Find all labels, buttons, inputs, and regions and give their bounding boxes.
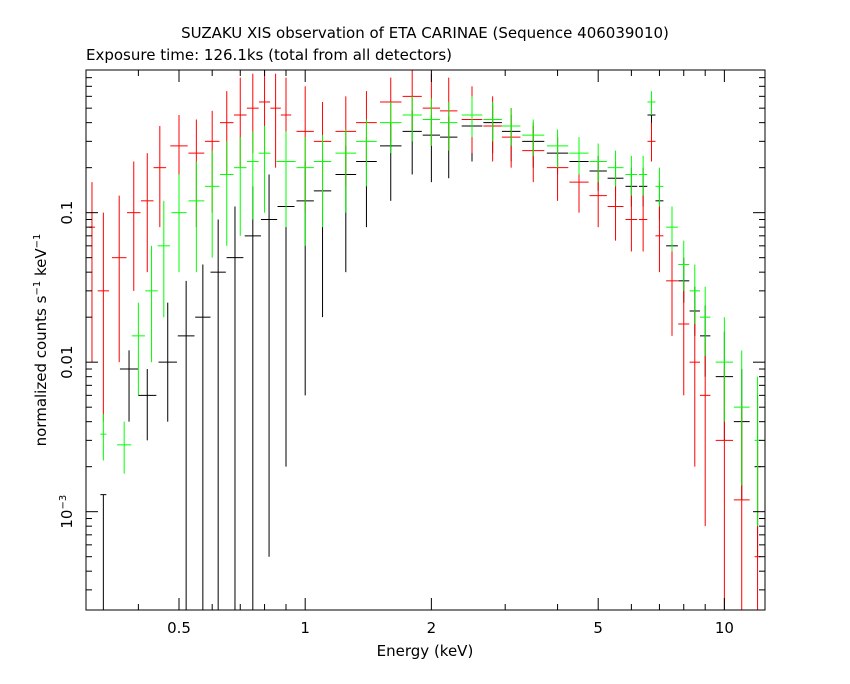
y-tick-label: 0.1 — [58, 201, 76, 225]
ticks-layer: 0.5 1 2 5 10 0.1 0.01 10−3 — [58, 69, 765, 637]
y-tick-label: 10−3 — [58, 495, 76, 529]
y-axis-label-sup2: −1 — [32, 234, 43, 249]
series-0 — [100, 101, 761, 610]
x-axis-label: Energy (keV) — [377, 642, 474, 660]
series-layer — [88, 70, 761, 610]
y-tick-label: 0.01 — [58, 345, 76, 378]
y-axis-label: normalized counts s−1 keV−1 — [32, 234, 50, 447]
y-axis-label-sup1: −1 — [32, 281, 43, 296]
series-2 — [100, 91, 761, 527]
y-axis-label-mid: keV — [32, 248, 50, 281]
y-axis-label-main: normalized counts s — [32, 295, 50, 446]
series-1 — [88, 70, 761, 610]
x-tick-label: 1 — [300, 619, 310, 637]
chart-subtitle: Exposure time: 126.1ks (total from all d… — [86, 46, 452, 64]
x-tick-label: 5 — [593, 619, 603, 637]
x-tick-label: 10 — [715, 619, 734, 637]
plot-frame — [85, 69, 766, 611]
x-tick-label: 2 — [427, 619, 437, 637]
x-tick-label: 0.5 — [167, 619, 191, 637]
chart-title: SUZAKU XIS observation of ETA CARINAE (S… — [181, 24, 669, 42]
